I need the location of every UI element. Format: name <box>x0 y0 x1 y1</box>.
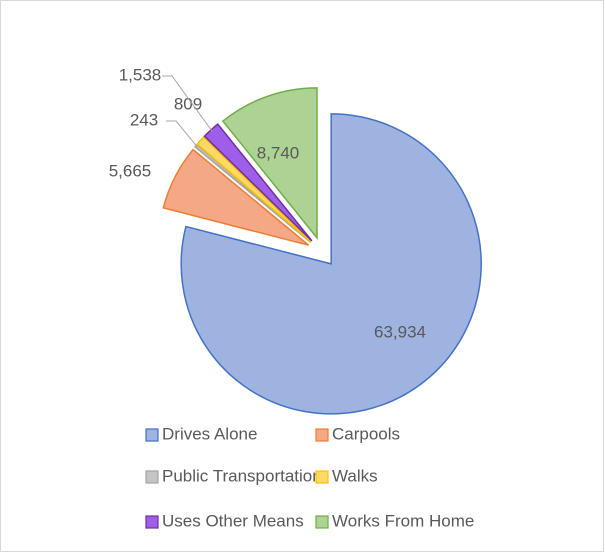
legend-swatch <box>145 470 159 484</box>
legend-swatch <box>315 428 329 442</box>
legend-swatch <box>315 515 329 529</box>
legend-label: Carpools <box>332 424 400 443</box>
pie-slice <box>180 113 482 415</box>
data-label: 8,740 <box>257 143 300 162</box>
data-label: 5,665 <box>109 161 152 180</box>
leader-line <box>166 120 198 148</box>
legend-label: Walks <box>332 466 378 485</box>
legend-label: Public Transportation <box>162 466 322 485</box>
legend-label: Drives Alone <box>162 424 257 443</box>
pie-slice <box>196 136 312 243</box>
legend-label: Works From Home <box>332 511 474 530</box>
data-label: 63,934 <box>374 322 426 341</box>
legend-swatch <box>315 470 329 484</box>
data-label: 809 <box>174 94 202 113</box>
leader-line <box>162 75 213 132</box>
pie-slice <box>162 148 310 246</box>
legend-label: Uses Other Means <box>162 511 304 530</box>
data-label: 243 <box>130 110 158 129</box>
legend-swatch <box>145 515 159 529</box>
legend-swatch <box>145 428 159 442</box>
pie-slice <box>221 87 318 240</box>
data-label: 1,538 <box>119 65 162 84</box>
